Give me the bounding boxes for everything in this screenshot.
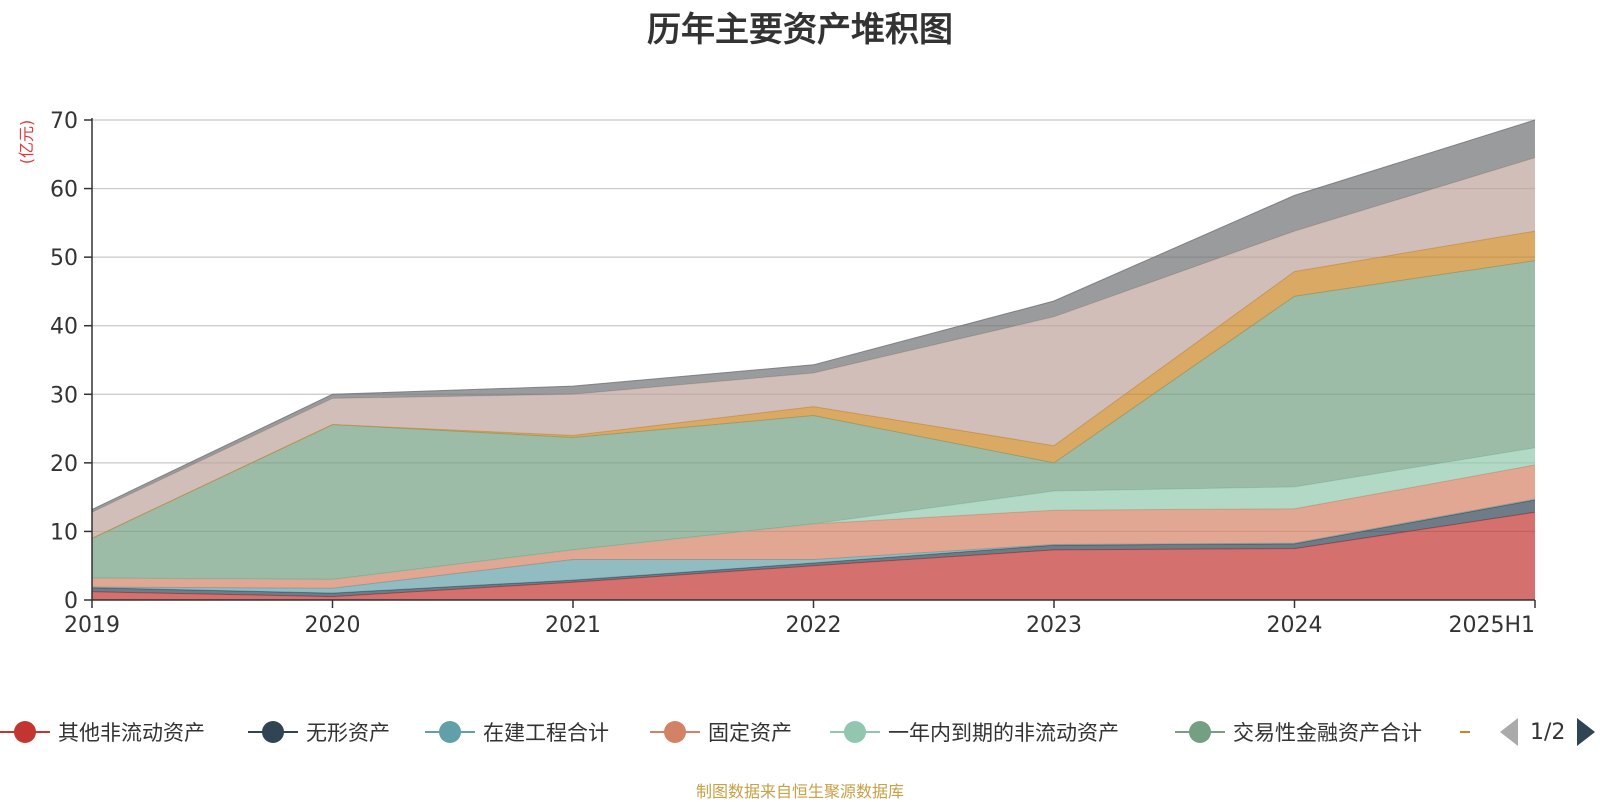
legend-label: 无形资产 [306,721,390,745]
legend-label: 一年内到期的非流动资产 [888,721,1119,745]
data-source-note: 制图数据来自恒生聚源数据库 [695,782,904,801]
y-tick-label: 70 [50,109,78,134]
area-series-0 [92,512,1535,600]
legend-marker-icon [425,712,475,752]
y-tick-label: 0 [64,589,78,614]
legend-prev-page-icon[interactable] [1500,718,1518,746]
legend-item[interactable]: 一年内到期的非流动资产 [830,712,1119,752]
legend-item[interactable]: 在建工程合计 [425,712,609,752]
legend-next-page-icon[interactable] [1577,718,1596,746]
legend-item[interactable] [1460,712,1482,752]
legend-marker-icon [1460,712,1474,752]
legend-marker-icon [650,712,700,752]
legend-item[interactable]: 交易性金融资产合计 [1175,712,1422,752]
x-tick-label: 2019 [64,613,120,638]
x-tick-label: 2025H1 [1448,613,1535,638]
area-series-6 [92,231,1535,539]
legend-marker-icon [0,712,50,752]
legend-item[interactable]: 其他非流动资产 [0,712,205,752]
y-tick-label: 20 [50,452,78,477]
area-series-3 [92,464,1535,589]
legend-label: 其他非流动资产 [58,721,205,745]
x-tick-label: 2024 [1267,613,1323,638]
stacked-areas [91,119,1536,600]
chart-title: 历年主要资产堆积图 [647,10,953,50]
legend-page-label: 1/2 [1530,719,1566,745]
legend-label: 固定资产 [708,721,792,745]
legend-label: 交易性金融资产合计 [1233,721,1422,745]
y-tick-label: 10 [50,520,78,545]
axes: 0 10 20 30 40 50 60 70 2019 2020 2021 2022 2023 2024 2… [50,109,1536,638]
legend-marker-icon [830,712,880,752]
legend-item[interactable]: 固定资产 [650,712,792,752]
y-tick-label: 60 [50,178,78,203]
x-tick-label: 2020 [305,613,361,638]
legend-pager: 1/2 [1500,712,1596,752]
y-tick-label: 40 [50,315,78,340]
area-line-8 [91,119,1536,510]
x-tick-label: 2021 [545,613,601,638]
x-tick-label: 2022 [786,613,842,638]
legend-item[interactable]: 无形资产 [248,712,390,752]
y-tick-label: 50 [50,246,78,271]
legend-marker-icon [248,712,298,752]
y-axis-unit-label: (亿元) [17,120,36,165]
legend-label: 在建工程合计 [483,721,609,745]
area-series-5 [92,260,1535,580]
y-tick-label: 30 [50,383,78,408]
legend: 其他非流动资产 无形资产 在建工程合计 固定资产 一年内到期的非流动资产 交易性金融资产合… [0,712,1600,752]
x-tick-label: 2023 [1026,613,1082,638]
area-series-1 [92,499,1535,597]
legend-marker-icon [1175,712,1225,752]
